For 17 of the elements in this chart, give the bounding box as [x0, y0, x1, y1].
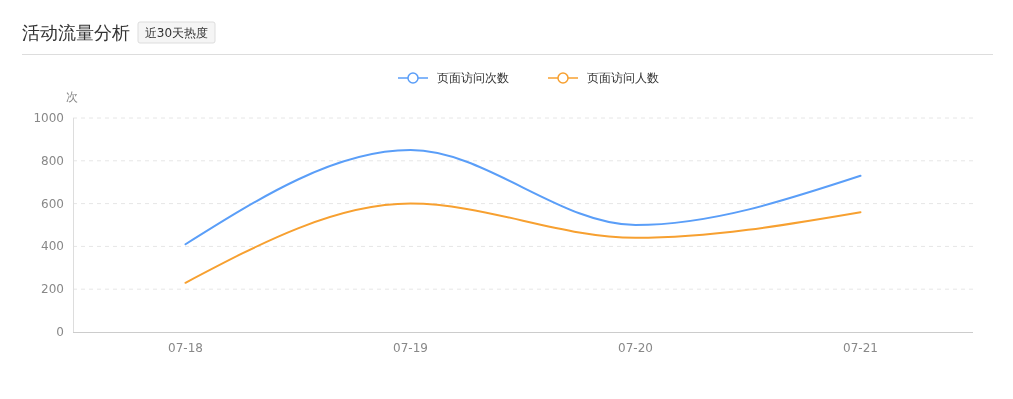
- y-tick-label: 800: [41, 153, 64, 168]
- chart-title: 活动流量分析: [22, 22, 130, 43]
- y-tick-label: 1000: [33, 111, 64, 125]
- legend-label: 页面访问人数: [587, 71, 659, 85]
- y-axis-title: 次: [66, 90, 78, 104]
- line-series: [184, 202, 862, 284]
- x-tick-label: 07-18: [168, 341, 203, 355]
- y-tick-label: 600: [41, 196, 64, 211]
- y-tick-label: 0: [56, 325, 64, 339]
- x-tick-label: 07-20: [618, 341, 653, 355]
- x-tick-label: 07-21: [843, 341, 878, 355]
- legend-label: 页面访问次数: [437, 71, 509, 85]
- x-tick-label: 07-19: [393, 341, 428, 355]
- y-tick-label: 200: [41, 282, 64, 297]
- y-tick-label: 400: [41, 239, 64, 254]
- chart-subtitle: 近30天热度: [144, 26, 209, 40]
- line-series: [184, 149, 862, 246]
